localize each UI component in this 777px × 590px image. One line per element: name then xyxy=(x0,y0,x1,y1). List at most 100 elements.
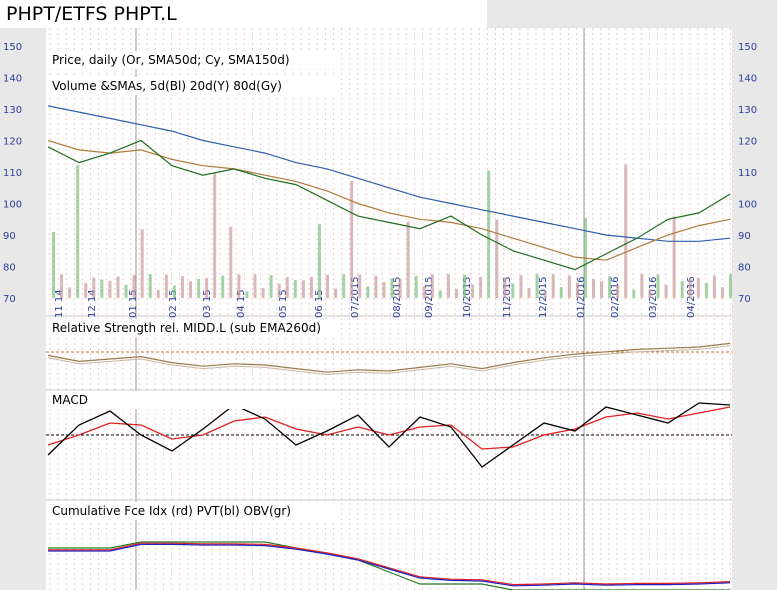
macd-panel-label: MACD xyxy=(47,391,337,409)
volume-bar xyxy=(503,277,507,298)
volume-bar xyxy=(672,216,676,298)
y-tick-label-left: 130 xyxy=(3,105,22,116)
y-tick-label-right: 70 xyxy=(738,294,751,305)
y-tick-label-left: 80 xyxy=(3,263,16,274)
x-tick-label: 11 14 xyxy=(54,289,65,318)
x-tick-label: 03 15 xyxy=(202,289,213,318)
volume-bar xyxy=(140,229,144,298)
y-tick-label-left: 100 xyxy=(3,200,22,211)
volume-bar xyxy=(116,276,120,298)
volume-bar xyxy=(205,278,209,298)
volume-bar xyxy=(495,219,499,298)
volume-bar xyxy=(624,164,628,298)
volume-bar xyxy=(253,274,257,298)
x-tick-label: 04 15 xyxy=(236,289,247,318)
volume-bar xyxy=(52,232,55,298)
volume-bar xyxy=(100,279,104,298)
x-tick-label: 01/2016 xyxy=(576,276,587,318)
x-tick-label: 05 15 xyxy=(278,289,289,318)
volume-bar xyxy=(656,274,660,298)
volume-bar xyxy=(551,274,555,298)
volume-bar xyxy=(277,283,281,298)
volume-bar xyxy=(334,288,338,298)
volume-bar xyxy=(269,275,273,298)
y-tick-label-right: 90 xyxy=(738,231,751,242)
y-tick-label-right: 80 xyxy=(738,263,751,274)
x-tick-label: 03/2016 xyxy=(648,276,659,318)
flow-panel-label: Cumulative Fce Idx (rd) PVT(bl) OBV(gr) xyxy=(47,502,337,520)
volume-bar xyxy=(213,172,217,298)
volume-bar xyxy=(463,274,467,298)
x-tick-label: 08/2015 xyxy=(392,276,403,318)
x-tick-label: 10/2015 xyxy=(462,276,473,318)
volume-bar xyxy=(124,284,128,298)
volume-bar xyxy=(293,279,297,298)
volume-bar xyxy=(632,289,636,298)
y-tick-label-right: 140 xyxy=(738,74,757,85)
volume-bar xyxy=(180,276,184,298)
volume-bar xyxy=(712,275,716,298)
volume-bar xyxy=(600,281,604,298)
volume-bar xyxy=(696,277,700,298)
volume-bar xyxy=(438,290,442,298)
x-tick-label: 02 15 xyxy=(168,289,179,318)
volume-bar xyxy=(92,277,96,298)
volume-bar xyxy=(664,285,668,298)
sma150-line xyxy=(47,105,731,242)
grid xyxy=(46,28,732,590)
y-tick-label-left: 120 xyxy=(3,137,22,148)
volume-bar xyxy=(720,287,724,298)
x-tick-label: 01 15 xyxy=(128,289,139,318)
volume-bar xyxy=(390,278,394,298)
volume-bar xyxy=(398,278,402,298)
volume-bar xyxy=(729,274,733,298)
volume-bar xyxy=(592,279,596,298)
x-tick-label: 06 15 xyxy=(314,289,325,318)
date-axis-ticks: 11 14 12 14 01 15 02 15 03 15 04 15 05 15 06 15… xyxy=(54,276,697,318)
volume-bar xyxy=(84,283,88,298)
volume-bar xyxy=(229,226,233,298)
force-index-line xyxy=(48,542,731,586)
price-panel-label: Price, daily (Or, SMA50d; Cy, SMA150d) xyxy=(47,51,337,69)
volume-bar xyxy=(527,287,531,298)
price-axis-ticks: 150 150 140 140 130 130 120 120 110 110 100 100 90 90… xyxy=(3,42,757,305)
volume-bar xyxy=(301,280,305,298)
x-tick-label: 11/2015 xyxy=(502,276,513,318)
volume-bar xyxy=(446,274,450,298)
volume-bar xyxy=(559,286,563,298)
y-tick-label-right: 100 xyxy=(738,200,757,211)
volume-bar xyxy=(197,278,201,298)
volume-bar xyxy=(430,274,434,298)
volume-bar xyxy=(479,276,483,298)
volume-bar xyxy=(358,274,362,298)
volume-bar xyxy=(511,283,515,298)
volume-bar xyxy=(519,275,523,298)
volume-bar xyxy=(76,165,80,298)
price-line xyxy=(47,139,731,271)
volume-bar xyxy=(326,274,330,298)
volume-bar xyxy=(245,291,249,298)
volume-bar xyxy=(471,284,475,298)
y-tick-label-left: 110 xyxy=(3,168,22,179)
x-tick-label: 02/2016 xyxy=(610,276,621,318)
volume-bar xyxy=(237,274,241,298)
y-tick-label-left: 140 xyxy=(3,74,22,85)
volume-bar xyxy=(261,288,265,298)
volume-bar xyxy=(221,275,225,298)
y-tick-label-right: 110 xyxy=(738,168,757,179)
volume-bar xyxy=(704,282,708,298)
volume-bar xyxy=(108,280,112,298)
relative-strength-series xyxy=(46,342,732,376)
volume-bars xyxy=(52,164,733,298)
volume-bar xyxy=(189,281,193,298)
volume-bar xyxy=(567,275,571,298)
volume-panel-label: Volume &SMAs, 5d(Bl) 20d(Y) 80d(Gy) xyxy=(47,77,337,95)
obv-line xyxy=(48,541,730,590)
volume-bar xyxy=(309,276,313,298)
volume-bar xyxy=(172,285,176,298)
volume-bar xyxy=(608,276,612,298)
price-series xyxy=(47,105,731,271)
volume-bar xyxy=(648,289,652,298)
volume-bar xyxy=(60,274,64,298)
